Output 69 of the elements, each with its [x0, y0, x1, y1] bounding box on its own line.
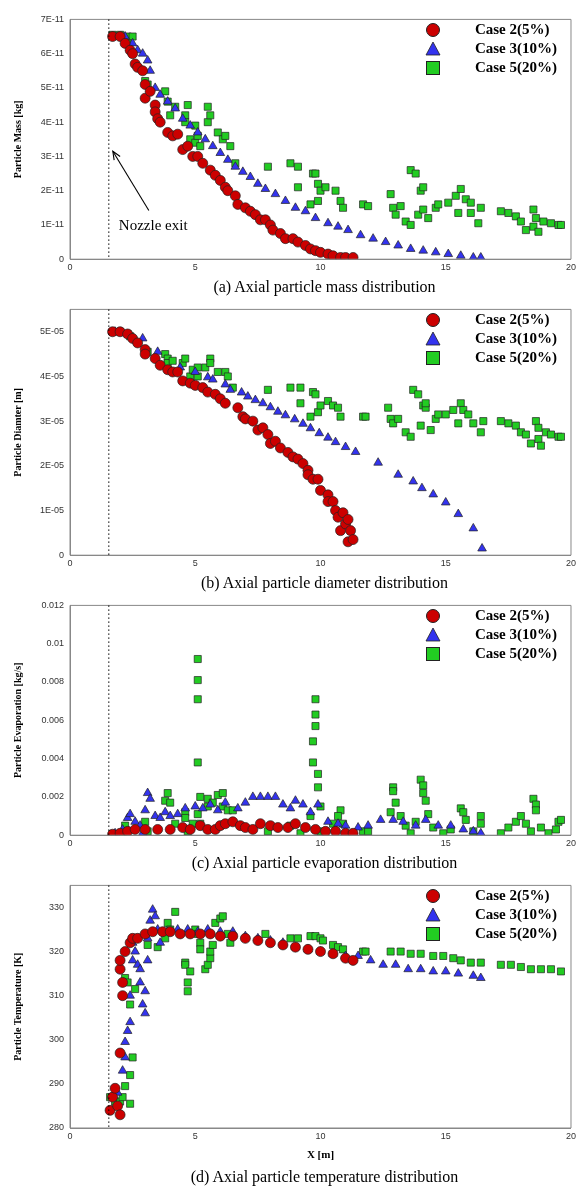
x-tick-label: 10: [315, 838, 326, 849]
x-tick-label: 0: [67, 262, 73, 273]
x-tick-label: 10: [315, 262, 326, 273]
legend-label: Case 2(5%): [474, 887, 550, 904]
y-tick-label: 0: [58, 549, 64, 560]
x-tick-label: 20: [565, 1130, 576, 1141]
y-tick-label: 300: [48, 1034, 64, 1045]
text: (d) Axial particle temperature distribution: [189, 1167, 460, 1188]
y-axis-title: Particle Diamter [m]: [11, 387, 23, 477]
x-tick-label: 15: [440, 838, 451, 849]
legend-label: Case 5(20%): [474, 925, 557, 942]
y-tick-label: 2E-05: [39, 460, 64, 471]
y-axis-title: Particle Mass [kg]: [11, 100, 23, 179]
x-tick-label: 15: [440, 1130, 451, 1141]
y-tick-label: 0.002: [41, 791, 64, 802]
legend-label: Case 3(10%): [474, 906, 557, 923]
y-tick-label: 2E-11: [40, 185, 64, 196]
legend-label: Case 5(20%): [474, 59, 557, 76]
y-tick-label: 0.006: [41, 714, 64, 725]
x-axis-title: X [m]: [306, 1148, 335, 1161]
legend-label: Case 2(5%): [474, 21, 550, 38]
ref-line-label: Nozzle exit: [118, 217, 189, 234]
y-axis-title: Particle Evaporation [kg/s]: [11, 662, 23, 779]
y-tick-label: 0.004: [41, 753, 64, 764]
y-tick-label: 0: [58, 253, 64, 264]
x-tick-label: 5: [192, 838, 198, 849]
y-tick-label: 290: [48, 1078, 64, 1089]
y-tick-label: 4E-11: [40, 116, 64, 127]
x-tick-label: 10: [315, 558, 326, 569]
text: (c) Axial particle evaporation distribution: [190, 853, 459, 874]
y-tick-label: 7E-11: [40, 13, 64, 24]
y-tick-label: 280: [48, 1122, 64, 1133]
y-tick-label: 0.01: [46, 638, 64, 649]
x-tick-label: 0: [67, 558, 73, 569]
x-tick-label: 15: [440, 262, 451, 273]
y-tick-label: 6E-11: [40, 48, 64, 59]
x-tick-label: 10: [315, 1130, 326, 1141]
y-tick-label: 0: [58, 829, 64, 840]
x-tick-label: 5: [192, 262, 198, 273]
y-tick-label: 5E-11: [40, 82, 64, 93]
legend-label: Case 3(10%): [474, 330, 557, 347]
legend-label: Case 2(5%): [474, 311, 550, 328]
x-tick-label: 15: [440, 558, 451, 569]
y-tick-label: 4E-05: [39, 370, 64, 381]
y-tick-label: 1E-05: [39, 504, 64, 515]
legend-label: Case 2(5%): [474, 607, 550, 624]
y-tick-label: 310: [48, 990, 64, 1001]
y-tick-label: 1E-11: [40, 219, 64, 230]
x-tick-label: 5: [192, 1130, 198, 1141]
y-tick-label: 0.008: [41, 676, 64, 687]
legend-label: Case 5(20%): [474, 645, 557, 662]
legend-label: Case 5(20%): [474, 349, 557, 366]
y-tick-label: 0.012: [41, 599, 64, 610]
text: (b) Axial particle diameter distribution: [199, 573, 449, 594]
x-tick-label: 5: [192, 558, 198, 569]
x-tick-label: 0: [67, 1130, 73, 1141]
y-tick-label: 3E-05: [39, 415, 64, 426]
y-tick-label: 330: [48, 901, 64, 912]
y-axis-title: Particle Temperature [K]: [11, 952, 23, 1061]
legend-label: Case 3(10%): [474, 40, 557, 57]
x-tick-label: 0: [67, 838, 73, 849]
x-tick-label: 20: [565, 262, 576, 273]
y-tick-label: 320: [48, 946, 64, 957]
text: (a) Axial particle mass distribution: [212, 277, 437, 298]
y-tick-label: 5E-05: [39, 326, 64, 337]
x-tick-label: 20: [565, 558, 576, 569]
legend-label: Case 3(10%): [474, 626, 557, 643]
x-tick-label: 20: [565, 838, 576, 849]
y-tick-label: 3E-11: [40, 150, 64, 161]
